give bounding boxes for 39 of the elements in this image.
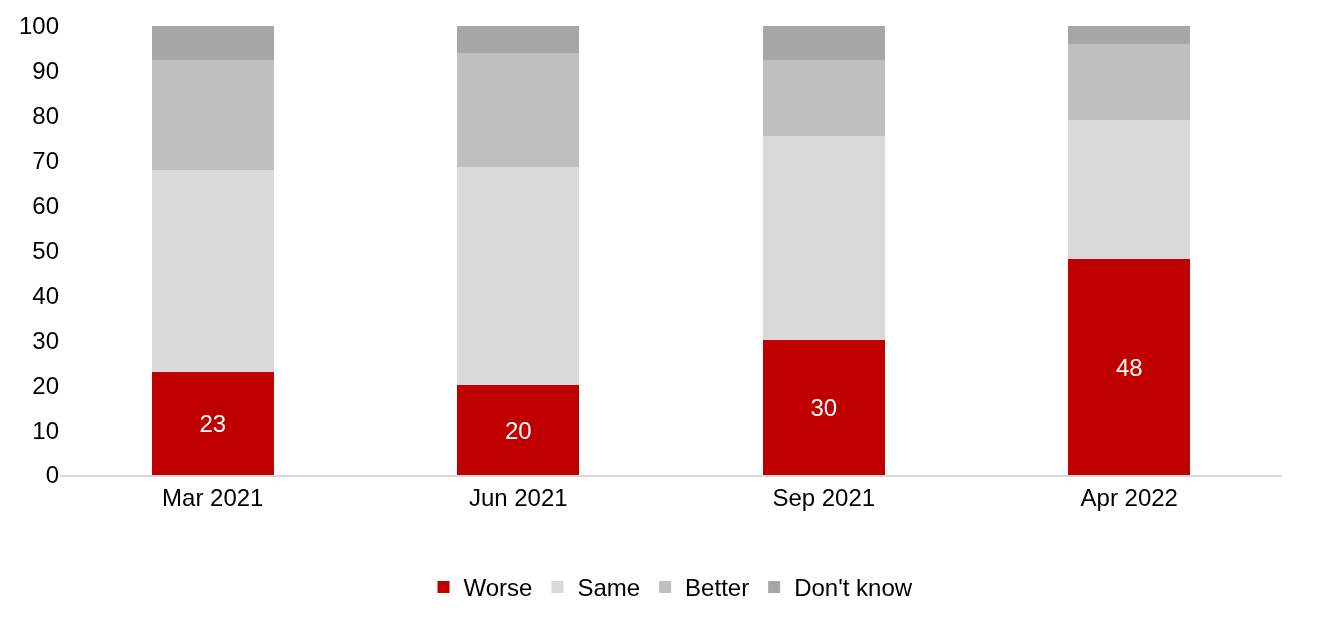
bar — [457, 385, 580, 475]
x-tick-label: Jun 2021 — [468, 483, 568, 511]
y-tick-label: 20 — [32, 371, 59, 399]
x-tick-label: Mar 2021 — [162, 483, 264, 511]
bar — [151, 26, 274, 60]
y-tick-label: 90 — [32, 57, 59, 85]
bar — [762, 340, 885, 475]
data-label: 20 — [504, 416, 532, 444]
bar — [1068, 120, 1191, 260]
bar — [457, 26, 580, 53]
legend-label: Don't know — [794, 574, 913, 602]
bar — [151, 371, 274, 475]
y-tick-label: 100 — [18, 12, 59, 40]
y-tick-label: 80 — [32, 102, 59, 130]
bar — [1068, 43, 1191, 121]
y-tick-label: 0 — [45, 461, 59, 489]
bar — [457, 167, 580, 386]
bar — [1068, 259, 1191, 475]
data-label: 48 — [1115, 353, 1143, 381]
x-tick-label: Apr 2022 — [1080, 483, 1178, 511]
bar — [151, 169, 274, 372]
y-tick-label: 40 — [32, 281, 59, 309]
data-label: 30 — [810, 394, 838, 422]
bar — [762, 136, 885, 341]
data-label: 23 — [199, 409, 227, 437]
bar — [151, 59, 274, 170]
y-tick-label: 60 — [32, 192, 59, 219]
x-tick-label: Sep 2021 — [772, 483, 876, 511]
bar — [457, 52, 580, 168]
legend-label: Worse — [463, 574, 533, 602]
bar — [762, 59, 885, 137]
y-tick-label: 50 — [32, 236, 59, 264]
legend-label: Same — [577, 574, 641, 602]
y-tick-label: 10 — [32, 416, 59, 444]
bar — [1068, 26, 1191, 44]
y-tick-label: 30 — [32, 326, 59, 354]
bar — [762, 26, 885, 60]
y-tick-label: 70 — [32, 147, 59, 175]
legend-label: Better — [685, 574, 750, 602]
